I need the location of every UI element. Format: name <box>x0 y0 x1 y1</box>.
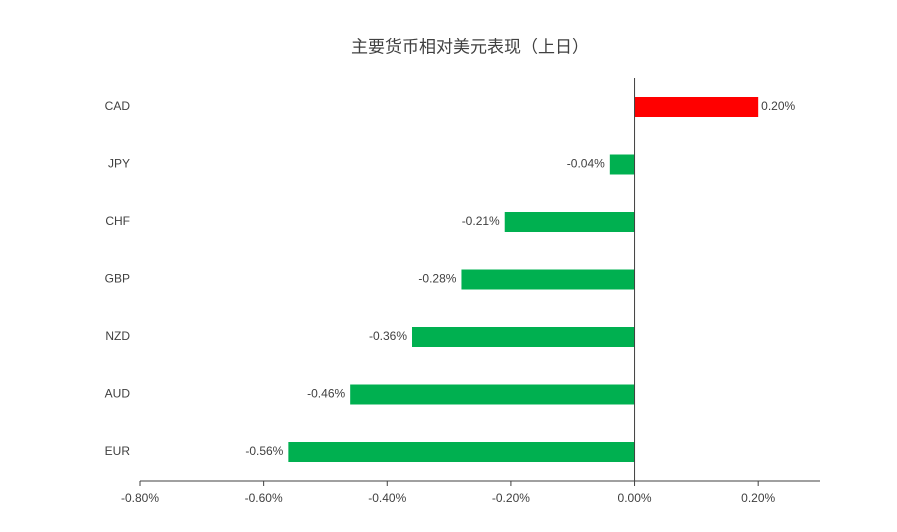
bar <box>461 269 635 290</box>
x-tick-label: -0.60% <box>245 491 283 505</box>
value-label: -0.04% <box>567 157 605 171</box>
x-tick-label: -0.40% <box>368 491 406 505</box>
value-label: -0.21% <box>462 214 500 228</box>
y-tick-label: GBP <box>105 272 130 286</box>
x-tick-label: -0.80% <box>121 491 159 505</box>
x-tick-label: 0.00% <box>618 491 652 505</box>
y-tick-label: JPY <box>108 157 130 171</box>
value-label: -0.56% <box>245 444 283 458</box>
y-tick-label: AUD <box>105 387 131 401</box>
value-label: -0.36% <box>369 329 407 343</box>
value-label: -0.28% <box>418 272 456 286</box>
bar <box>609 154 635 175</box>
y-tick-label: CAD <box>105 99 131 113</box>
y-tick-label: EUR <box>105 444 131 458</box>
bar <box>504 212 635 232</box>
value-label: 0.20% <box>761 99 795 113</box>
x-tick-label: 0.20% <box>741 491 775 505</box>
y-tick-label: NZD <box>105 329 130 343</box>
value-label: -0.46% <box>307 387 345 401</box>
y-tick-label: CHF <box>105 214 130 228</box>
bar <box>412 327 635 347</box>
bar <box>634 97 759 117</box>
x-tick-label: -0.20% <box>492 491 530 505</box>
chart-title: 主要货币相对美元表现（上日） <box>351 37 589 56</box>
bar <box>288 442 635 462</box>
bar <box>350 384 635 405</box>
